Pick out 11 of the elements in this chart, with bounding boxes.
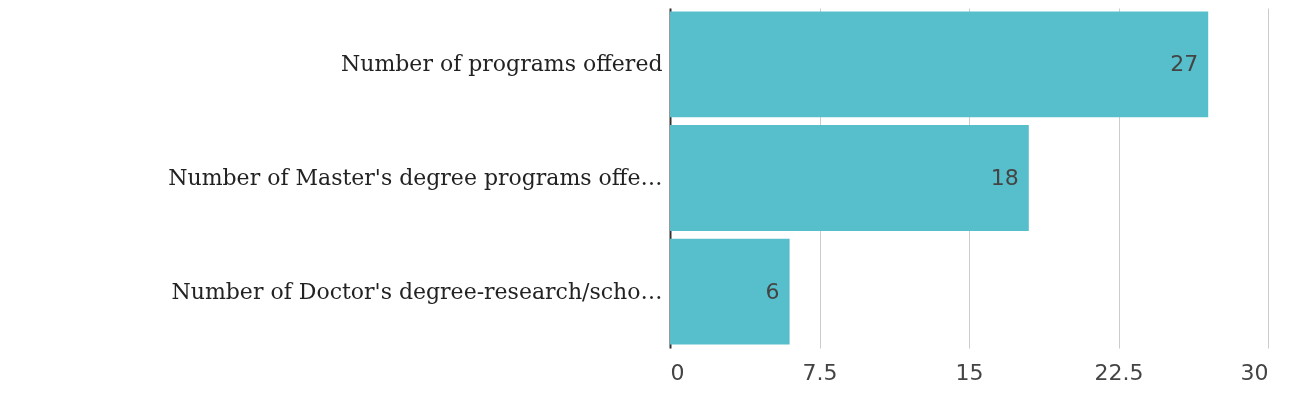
x-tick-label: 22.5 — [1094, 359, 1144, 385]
y-tick-label: Number of Master's degree programs offe… — [168, 165, 663, 190]
y-tick-label: Number of Doctor's degree-research/scho… — [171, 278, 663, 304]
x-tick-label: 30 — [1240, 359, 1269, 385]
x-tick-label: 15 — [955, 359, 984, 385]
data-label: 27 — [1170, 51, 1199, 77]
y-tick-label: Number of programs offered — [341, 51, 663, 77]
data-label: 6 — [765, 278, 780, 304]
x-tick-label: 7.5 — [802, 359, 838, 385]
data-label: 18 — [990, 165, 1019, 190]
x-tick-label: 0 — [670, 359, 685, 385]
